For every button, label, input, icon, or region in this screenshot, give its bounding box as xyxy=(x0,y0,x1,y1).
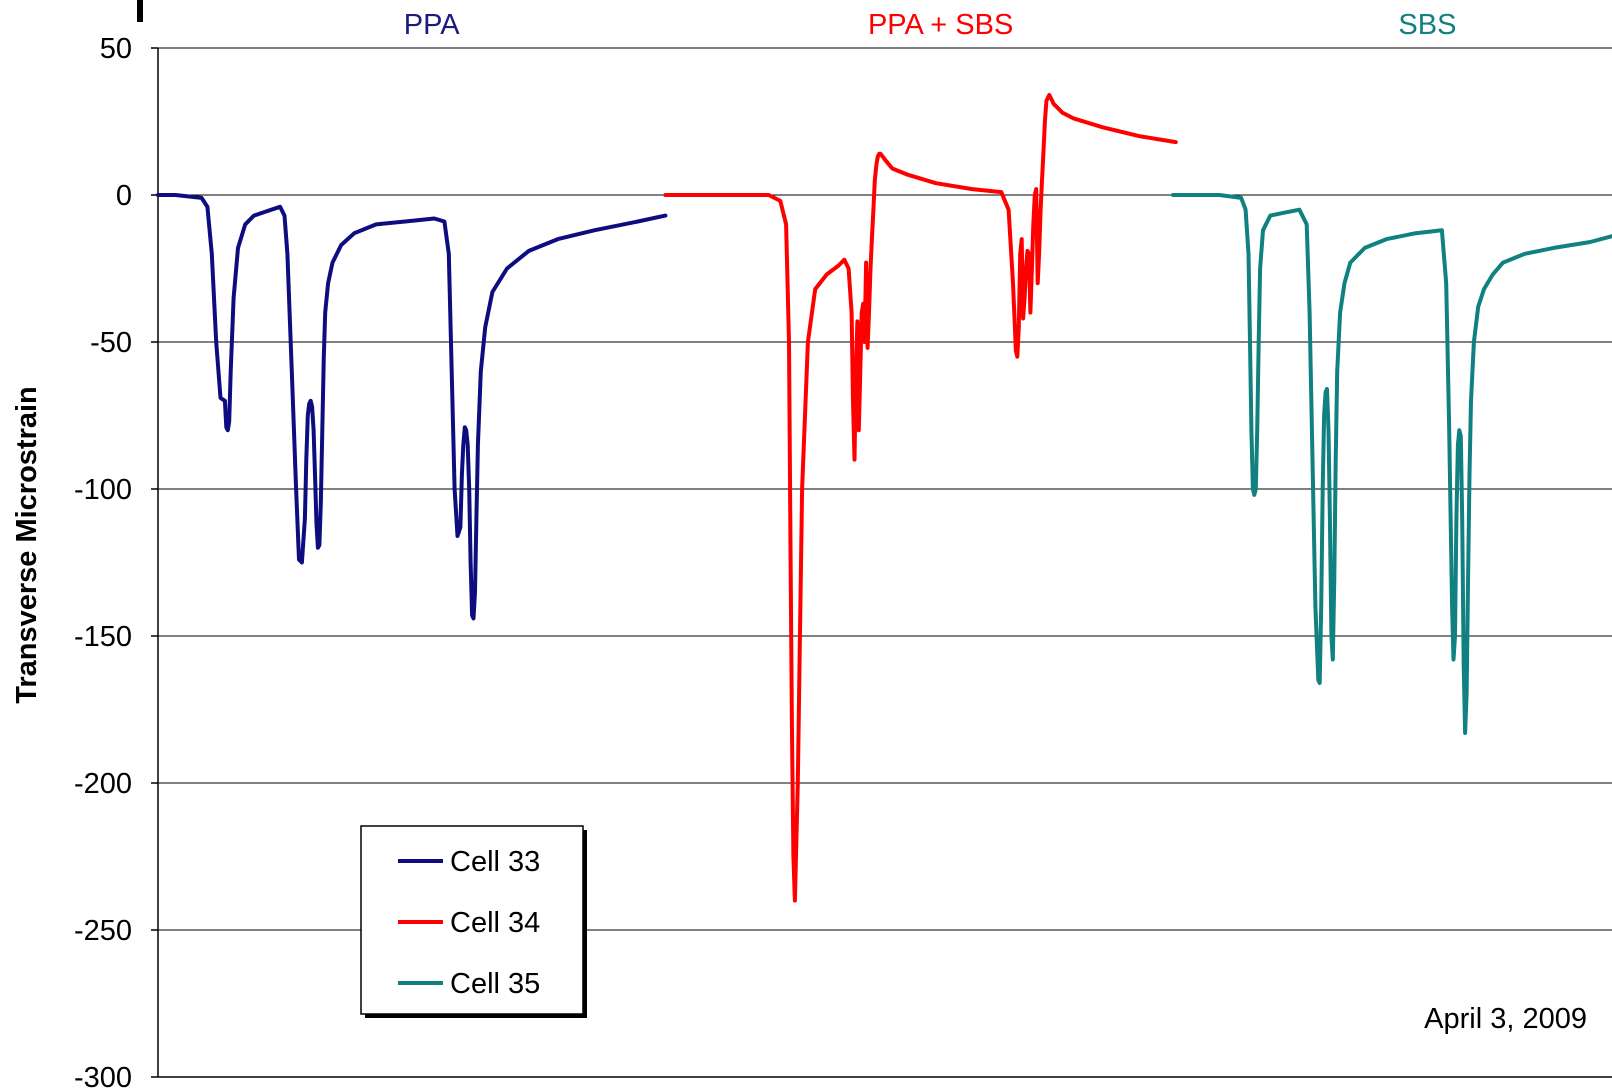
y-axis-label: Transverse Microstrain xyxy=(11,386,43,704)
group-labels: PPA PPA + SBS SBS xyxy=(404,9,1457,41)
y-tick-label: 50 xyxy=(100,33,132,65)
series-line-cell-33 xyxy=(156,193,668,621)
axes xyxy=(151,47,1612,1078)
y-tick-label: -300 xyxy=(74,1062,132,1089)
y-tick-label: 0 xyxy=(116,180,132,212)
y-tick-label: -150 xyxy=(74,621,132,653)
series-line-cell-35 xyxy=(1170,193,1612,735)
series-lines xyxy=(156,93,1612,903)
y-tick-label: -100 xyxy=(74,474,132,506)
legend: Cell 33 Cell 34 Cell 35 xyxy=(360,825,587,1018)
y-tick-label: -250 xyxy=(74,915,132,947)
y-tick-labels: 50 0 -50 -100 -150 -200 -250 -300 xyxy=(74,33,132,1089)
y-tick-label: -50 xyxy=(90,327,132,359)
top-left-mark xyxy=(137,0,143,22)
group-label: PPA xyxy=(404,9,461,41)
series-line-cell-34 xyxy=(663,93,1178,903)
group-label: PPA + SBS xyxy=(868,9,1013,41)
y-tick-label: -200 xyxy=(74,768,132,800)
gridlines xyxy=(158,47,1612,931)
date-annotation: April 3, 2009 xyxy=(1424,1003,1587,1035)
group-label: SBS xyxy=(1398,9,1456,41)
legend-label: Cell 34 xyxy=(450,907,540,939)
legend-label: Cell 33 xyxy=(450,846,540,878)
legend-label: Cell 35 xyxy=(450,968,540,1000)
